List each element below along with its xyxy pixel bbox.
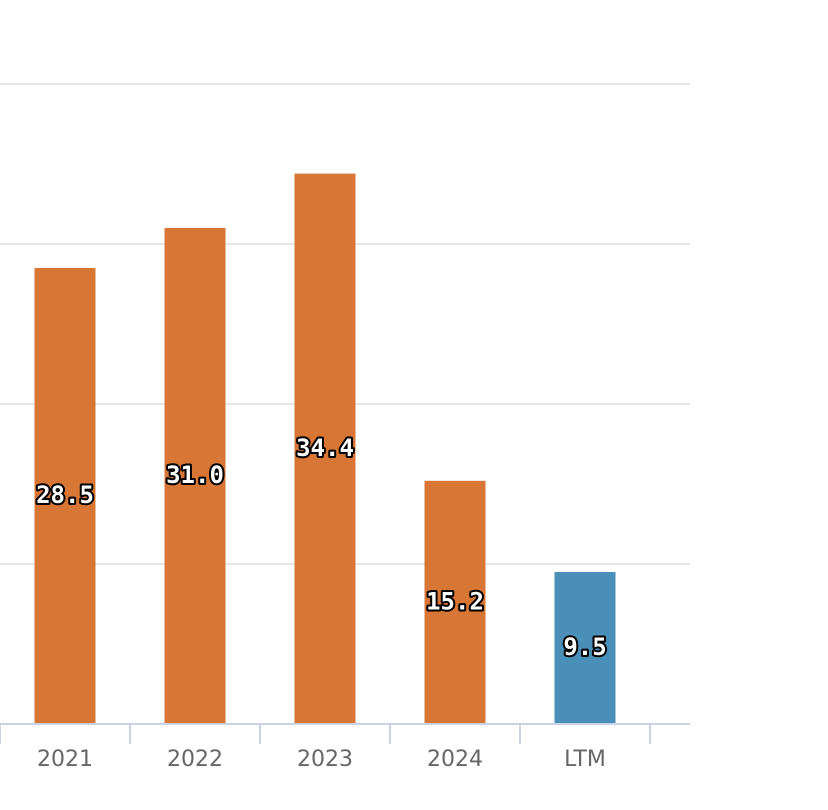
bar-ltm xyxy=(554,572,616,724)
x-tick-label-2022: 2022 xyxy=(167,747,223,772)
bar-2022 xyxy=(164,228,226,724)
x-tick-label-ltm: LTM xyxy=(564,747,606,772)
data-label-2023: 34.4 xyxy=(296,434,354,462)
x-tick-label-2024: 2024 xyxy=(427,747,483,772)
data-label-2024: 15.2 xyxy=(426,587,484,615)
x-tick-label-2021: 2021 xyxy=(37,747,93,772)
x-tick-label-2023: 2023 xyxy=(297,747,353,772)
bar-2024 xyxy=(424,480,486,724)
data-label-ltm: 9.5 xyxy=(563,633,606,661)
gridlines xyxy=(0,83,690,565)
x-axis: 02021202220232024LTM xyxy=(0,723,690,772)
data-label-2021: 28.5 xyxy=(36,481,94,509)
bars xyxy=(34,173,616,725)
data-labels: 328.531.034.415.29.5 xyxy=(34,432,609,663)
bar-2023 xyxy=(294,173,356,725)
bar-2021 xyxy=(34,268,96,724)
data-label-2022: 31.0 xyxy=(166,461,224,489)
